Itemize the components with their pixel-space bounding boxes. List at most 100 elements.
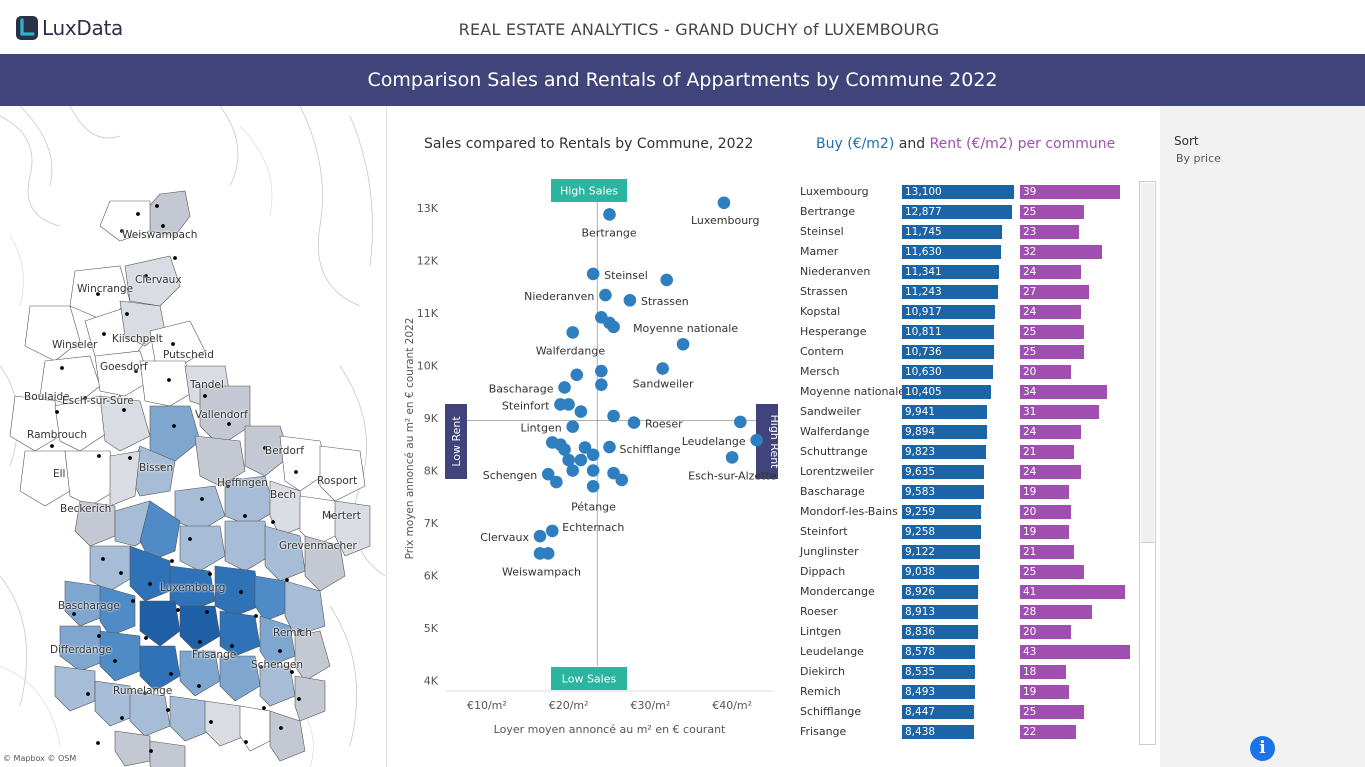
map-commune-24[interactable]	[64, 450, 116, 507]
bar-buy[interactable]: 10,405	[902, 385, 991, 399]
bar-rent[interactable]: 41	[1020, 585, 1125, 599]
bar-buy[interactable]: 8,535	[902, 665, 975, 679]
bar-rent[interactable]: 21	[1020, 545, 1074, 559]
map-commune-27[interactable]	[224, 475, 276, 527]
bar-row[interactable]: Mondercange 8,926 41	[800, 582, 1140, 602]
map-commune-56[interactable]	[259, 665, 296, 707]
map-commune-41[interactable]	[214, 565, 261, 617]
map-commune-21[interactable]	[279, 435, 331, 492]
scatter-point[interactable]	[541, 547, 555, 560]
bar-rent[interactable]: 25	[1020, 325, 1084, 339]
bar-rent[interactable]: 19	[1020, 485, 1069, 499]
map-commune-49[interactable]	[259, 615, 296, 667]
scatter-point[interactable]	[607, 409, 620, 423]
scatter-point[interactable]	[717, 196, 731, 210]
bar-row[interactable]: Junglinster 9,122 21	[800, 542, 1140, 562]
scatter-point[interactable]	[676, 337, 690, 351]
bars-scroll-thumb[interactable]	[1141, 183, 1154, 543]
scatter-point[interactable]	[558, 381, 571, 394]
bar-rent[interactable]: 24	[1020, 425, 1081, 439]
scatter-point[interactable]	[660, 273, 674, 287]
map-commune-23[interactable]	[19, 450, 71, 507]
map-commune-19[interactable]	[194, 435, 246, 487]
bar-rent[interactable]: 24	[1020, 265, 1081, 279]
bar-row[interactable]: Walferdange 9,894 24	[800, 422, 1140, 442]
bar-buy[interactable]: 8,578	[902, 645, 975, 659]
bar-rent[interactable]: 39	[1020, 185, 1120, 199]
bar-rent[interactable]: 43	[1020, 645, 1130, 659]
map-commune-20[interactable]	[244, 425, 291, 477]
map-commune-9[interactable]	[39, 355, 101, 407]
luxdata-logo[interactable]: LuxData	[16, 16, 123, 40]
scatter-point[interactable]	[599, 288, 612, 302]
scatter-point[interactable]	[533, 529, 547, 543]
bar-rent[interactable]: 20	[1020, 625, 1071, 639]
bar-row[interactable]: Bertrange 12,877 25	[800, 202, 1140, 222]
scatter-point[interactable]	[562, 453, 575, 467]
map-commune-25[interactable]	[109, 450, 141, 507]
scatter-point[interactable]	[656, 362, 669, 375]
bar-buy[interactable]: 9,583	[902, 485, 984, 499]
bar-row[interactable]: Niederanven 11,341 24	[800, 262, 1140, 282]
bar-buy[interactable]: 13,100	[902, 185, 1014, 199]
map-commune-52[interactable]	[99, 630, 141, 682]
scatter-point[interactable]	[550, 475, 563, 489]
bar-buy[interactable]: 10,630	[902, 365, 993, 379]
bar-row[interactable]: Steinfort 9,258 19	[800, 522, 1140, 542]
bar-buy[interactable]: 9,635	[902, 465, 984, 479]
map-commune-11[interactable]	[139, 360, 196, 407]
scatter-point[interactable]	[750, 433, 763, 447]
bar-row[interactable]: Kopstal 10,917 24	[800, 302, 1140, 322]
bar-buy[interactable]: 9,941	[902, 405, 987, 419]
bar-rent[interactable]: 20	[1020, 505, 1071, 519]
bar-row[interactable]: Steinsel 11,745 23	[800, 222, 1140, 242]
scatter-point[interactable]	[607, 320, 620, 334]
bar-rent[interactable]: 22	[1020, 725, 1076, 739]
map-commune-53[interactable]	[139, 645, 181, 692]
bar-rent[interactable]: 25	[1020, 565, 1084, 579]
scatter-point[interactable]	[554, 398, 567, 411]
bar-row[interactable]: Schuttrange 9,823 21	[800, 442, 1140, 462]
map-commune-22[interactable]	[319, 445, 366, 502]
scatter-point[interactable]	[558, 443, 571, 456]
bar-buy[interactable]: 8,447	[902, 705, 974, 719]
map-commune-61[interactable]	[169, 695, 211, 742]
scatter-chart[interactable]: 13K 12K 11K 10K 9K 8K 7K 6K 5K 4K €10/m² €20/m² €30/…	[388, 106, 788, 767]
map-commune-62[interactable]	[204, 700, 246, 747]
bar-buy[interactable]: 8,926	[902, 585, 978, 599]
scatter-point[interactable]	[725, 451, 739, 464]
bar-rent[interactable]: 23	[1020, 225, 1079, 239]
scatter-point[interactable]	[566, 420, 580, 433]
map-commune-51[interactable]	[59, 625, 106, 672]
bar-row[interactable]: Lintgen 8,836 20	[800, 622, 1140, 642]
scatter-point[interactable]	[586, 464, 600, 477]
bar-row[interactable]: Schifflange 8,447 25	[800, 702, 1140, 722]
bar-row[interactable]: Luxembourg 13,100 39	[800, 182, 1140, 202]
bar-rent[interactable]: 20	[1020, 365, 1071, 379]
scatter-point[interactable]	[603, 440, 616, 454]
bar-row[interactable]: Remich 8,493 19	[800, 682, 1140, 702]
bar-buy[interactable]: 8,438	[902, 725, 974, 739]
map-commune-17[interactable]	[149, 405, 201, 462]
map-commune-14[interactable]	[9, 395, 61, 452]
bar-rent[interactable]: 34	[1020, 385, 1107, 399]
map-commune-29[interactable]	[299, 495, 346, 547]
scatter-point[interactable]	[623, 293, 637, 307]
scatter-point[interactable]	[566, 326, 580, 339]
bar-rent[interactable]: 25	[1020, 345, 1084, 359]
scatter-point[interactable]	[574, 453, 588, 467]
map-commune-28[interactable]	[269, 480, 306, 537]
scatter-point[interactable]	[603, 208, 616, 221]
bar-rent[interactable]: 31	[1020, 405, 1099, 419]
bar-buy[interactable]: 10,917	[902, 305, 995, 319]
bar-buy[interactable]: 11,243	[902, 285, 998, 299]
bar-row[interactable]: Bascharage 9,583 19	[800, 482, 1140, 502]
commune-map[interactable]: Weiswampach Clervaux Wincrange Kiischpelt Wi…	[0, 106, 387, 767]
map-commune-55[interactable]	[219, 655, 261, 702]
bar-rent[interactable]: 25	[1020, 705, 1084, 719]
map-commune-31[interactable]	[74, 500, 116, 547]
map-commune-34[interactable]	[179, 525, 226, 572]
map-commune-39[interactable]	[129, 545, 171, 602]
bar-row[interactable]: Mamer 11,630 32	[800, 242, 1140, 262]
bar-rent[interactable]: 24	[1020, 465, 1081, 479]
